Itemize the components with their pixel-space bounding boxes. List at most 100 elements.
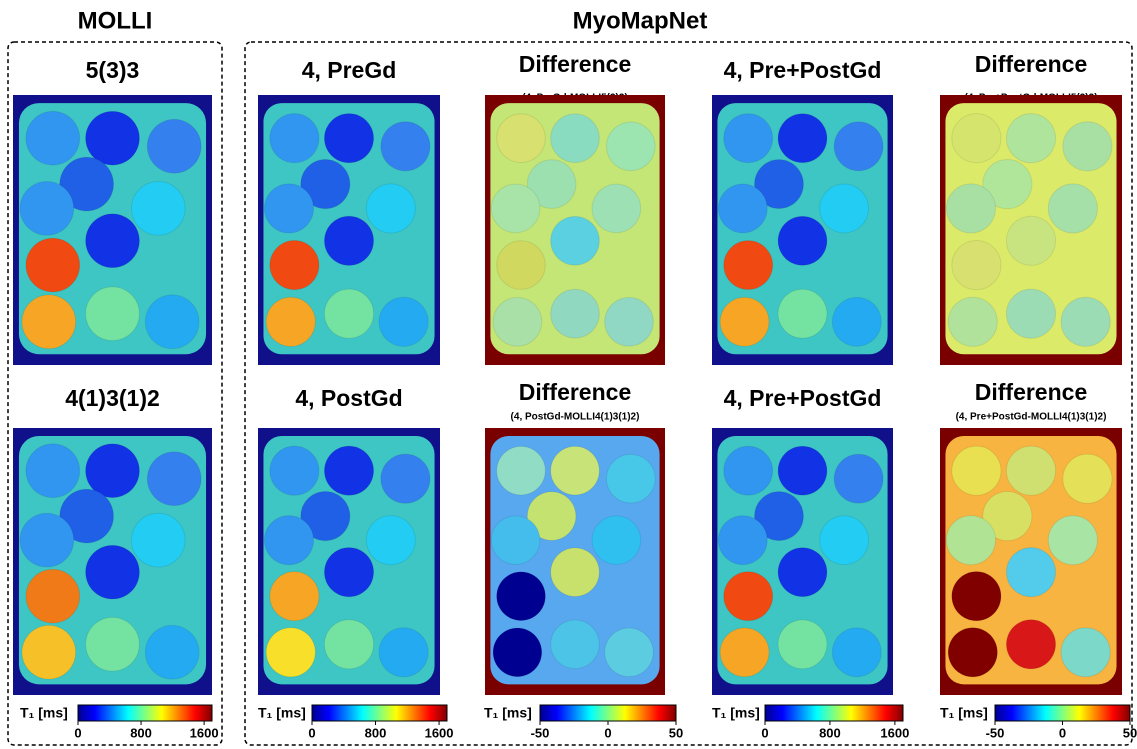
vial	[720, 628, 769, 677]
vial	[26, 569, 80, 623]
panel-title: Difference	[975, 379, 1087, 405]
vial	[820, 184, 869, 233]
vial	[718, 516, 767, 565]
vial	[145, 625, 199, 679]
vial	[86, 214, 140, 268]
panel-title: Difference	[519, 379, 631, 405]
vial	[26, 444, 80, 498]
vial	[952, 572, 1001, 621]
vial	[778, 620, 827, 669]
vial	[551, 217, 600, 266]
vial	[778, 114, 827, 163]
vial	[324, 548, 373, 597]
colorbar-tick-label: 0	[308, 725, 315, 740]
vial	[778, 446, 827, 495]
vial	[324, 446, 373, 495]
vial	[952, 241, 1001, 290]
colorbar	[765, 705, 903, 721]
panel-title: 5(3)3	[86, 57, 140, 83]
vial	[778, 289, 827, 338]
panel-title: Difference	[975, 51, 1087, 77]
vial	[497, 241, 546, 290]
vial	[497, 446, 546, 495]
vial	[718, 184, 767, 233]
colorbar-tick-label: 800	[365, 725, 387, 740]
vial	[778, 548, 827, 597]
vial	[366, 184, 415, 233]
vial	[1006, 216, 1055, 265]
vial	[952, 446, 1001, 495]
colorbar-tick-label: 50	[1123, 725, 1137, 740]
vial	[832, 628, 881, 677]
vial	[1006, 446, 1055, 495]
vial	[1063, 454, 1112, 503]
vial	[720, 297, 769, 346]
colorbar-tick-label: 0	[1059, 725, 1066, 740]
colorbar-tick-label: 50	[669, 725, 683, 740]
vial	[551, 289, 600, 338]
vial	[551, 620, 600, 669]
vial	[381, 454, 430, 503]
vial	[778, 216, 827, 265]
vial	[1061, 297, 1110, 346]
vial	[22, 295, 76, 349]
colorbar-tick-label: 0	[761, 725, 768, 740]
vial	[1048, 516, 1097, 565]
colorbar-tick-label: -50	[986, 725, 1005, 740]
vial	[366, 516, 415, 565]
colorbar-tick-label: 0	[604, 725, 611, 740]
vial	[379, 628, 428, 677]
colorbar-label: T₁ [ms]	[712, 705, 760, 721]
colorbar-label: T₁ [ms]	[258, 705, 306, 721]
vial	[147, 119, 201, 173]
vial	[592, 184, 641, 233]
colorbar	[312, 705, 447, 721]
vial	[270, 446, 319, 495]
vial	[946, 516, 995, 565]
vial	[607, 122, 656, 171]
panel-title: 4, PostGd	[295, 385, 402, 411]
vial	[820, 516, 869, 565]
colorbar-tick-label: 800	[130, 725, 152, 740]
vial	[551, 446, 600, 495]
colorbar-tick-label: 1600	[425, 725, 454, 740]
vial	[379, 297, 428, 346]
vial	[270, 114, 319, 163]
vial	[1006, 289, 1055, 338]
vial	[491, 516, 540, 565]
colorbar	[540, 705, 676, 721]
vial	[1061, 628, 1110, 677]
vial	[724, 114, 773, 163]
vial	[493, 628, 542, 677]
vial	[270, 241, 319, 290]
vial	[607, 454, 656, 503]
vial	[266, 297, 315, 346]
vial	[605, 628, 654, 677]
vial	[1006, 620, 1055, 669]
vial	[497, 114, 546, 163]
vial	[592, 516, 641, 565]
vial	[86, 287, 140, 341]
vial	[324, 216, 373, 265]
vial	[1048, 184, 1097, 233]
vial	[145, 295, 199, 349]
colorbar	[995, 705, 1130, 721]
colorbar-tick-label: 800	[819, 725, 841, 740]
vial	[832, 297, 881, 346]
panel-title: Difference	[519, 51, 631, 77]
colorbar-tick-label: 0	[74, 725, 81, 740]
vial	[946, 184, 995, 233]
vial	[86, 545, 140, 599]
vial	[147, 452, 201, 506]
figure: MOLLI MyoMapNet 5(3)34, PreGdDifference(…	[0, 0, 1137, 749]
colorbar-label: T₁ [ms]	[484, 705, 532, 721]
vial	[948, 297, 997, 346]
vial	[264, 184, 313, 233]
panel-title: 4, Pre+PostGd	[724, 385, 882, 411]
vial	[86, 111, 140, 165]
vial	[266, 628, 315, 677]
vial	[497, 572, 546, 621]
vial	[20, 513, 74, 567]
vial	[131, 513, 185, 567]
vial	[952, 114, 1001, 163]
